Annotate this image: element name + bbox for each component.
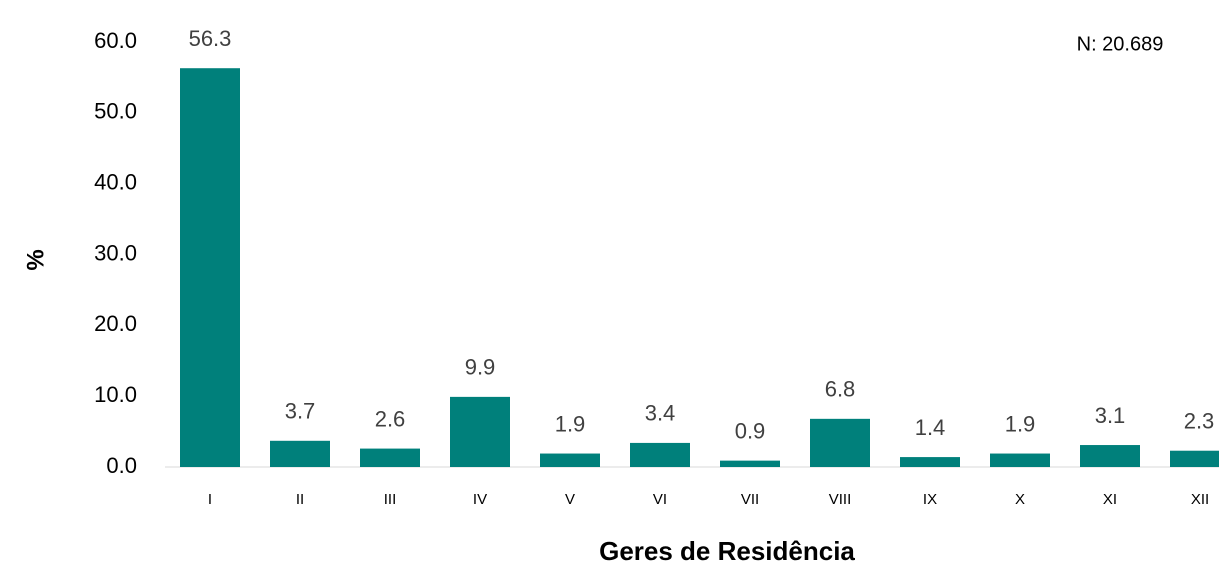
x-tick-label: XI xyxy=(1103,491,1117,508)
bar xyxy=(900,457,960,467)
x-tick-label: VI xyxy=(653,491,667,508)
y-tick-label: 30.0 xyxy=(94,240,137,265)
x-tick-label: X xyxy=(1015,491,1025,508)
y-tick-label: 50.0 xyxy=(94,99,137,124)
bar xyxy=(540,453,600,467)
x-axis-title: Geres de Residência xyxy=(599,536,855,566)
x-tick-label: I xyxy=(208,491,212,508)
y-tick-label: 60.0 xyxy=(94,28,137,53)
data-label: 3.7 xyxy=(285,399,316,424)
x-tick-label: II xyxy=(296,491,304,508)
bar xyxy=(180,68,240,467)
x-tick-label: XII xyxy=(1191,491,1209,508)
x-tick-label: VII xyxy=(741,491,759,508)
y-tick-label: 40.0 xyxy=(94,169,137,194)
bar xyxy=(450,396,510,467)
y-tick-label: 10.0 xyxy=(94,382,137,407)
annotation: N: 20.689 xyxy=(1077,33,1164,55)
x-tick-label: V xyxy=(565,491,575,508)
bar xyxy=(1170,450,1219,467)
bar xyxy=(990,453,1050,467)
x-tick-label: IX xyxy=(923,491,937,508)
data-label: 56.3 xyxy=(189,26,232,51)
bar xyxy=(360,448,420,467)
y-axis-title: % xyxy=(22,249,49,270)
x-tick-label: VIII xyxy=(829,491,852,508)
bar xyxy=(810,418,870,467)
x-tick-label: IV xyxy=(473,491,487,508)
data-label: 1.9 xyxy=(555,411,586,436)
data-label: 3.4 xyxy=(645,401,676,426)
data-label: 1.9 xyxy=(1005,411,1036,436)
y-tick-label: 0.0 xyxy=(106,453,137,478)
data-label: 3.1 xyxy=(1095,403,1126,428)
bar xyxy=(720,460,780,467)
bar xyxy=(630,442,690,467)
x-tick-label: III xyxy=(384,491,397,508)
data-label: 9.9 xyxy=(465,355,496,380)
data-label: 0.9 xyxy=(735,418,766,443)
y-tick-label: 20.0 xyxy=(94,311,137,336)
bar xyxy=(1080,445,1140,467)
data-label: 1.4 xyxy=(915,415,946,440)
data-label: 2.6 xyxy=(375,406,406,431)
data-label: 2.3 xyxy=(1184,409,1215,434)
data-label: 6.8 xyxy=(825,377,856,402)
bar xyxy=(270,440,330,467)
